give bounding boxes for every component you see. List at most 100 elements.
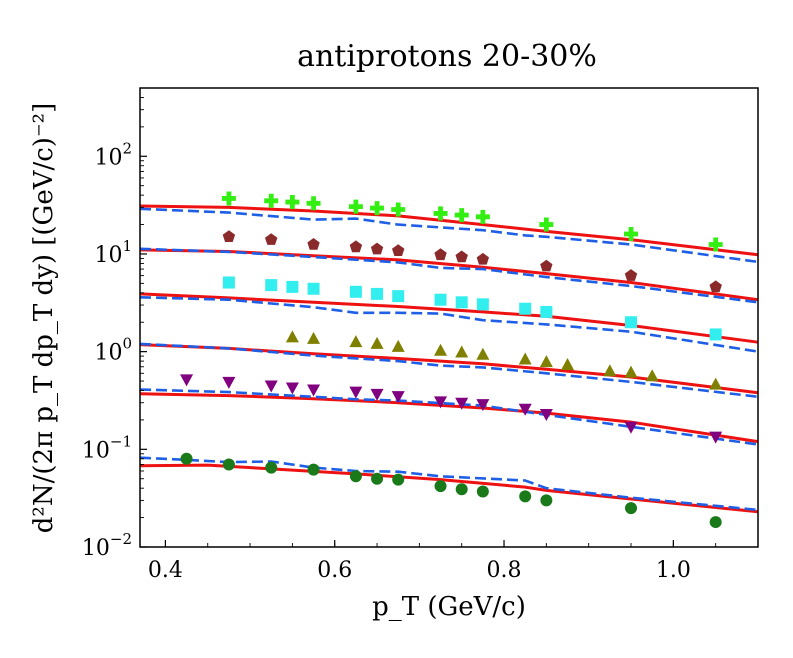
- x-tick-label: 0.4: [148, 558, 183, 583]
- data-point: [455, 250, 468, 263]
- model-curves: [139, 204, 759, 514]
- data-point: [285, 195, 300, 210]
- data-point: [370, 388, 384, 401]
- y-tick-base: 10: [82, 438, 110, 463]
- y-tick-exp: −2: [110, 530, 132, 548]
- data-point: [540, 494, 553, 507]
- data-point: [307, 331, 321, 344]
- y-tick-exp: 2: [122, 139, 132, 157]
- data-point: [180, 452, 193, 465]
- y-tick-base: 10: [94, 145, 122, 170]
- data-point: [307, 282, 320, 295]
- data-point: [306, 196, 321, 211]
- model-dashed-curve: [139, 207, 759, 264]
- data-point: [349, 386, 363, 399]
- data-point: [519, 490, 532, 503]
- data-point: [392, 473, 405, 486]
- data-point: [286, 280, 299, 293]
- data-point: [709, 377, 723, 390]
- data-point: [519, 302, 532, 315]
- y-tick-exp: −1: [110, 432, 132, 450]
- data-point: [561, 357, 575, 370]
- data-point: [455, 345, 469, 358]
- model-solid-curve: [139, 392, 759, 444]
- data-point: [624, 227, 639, 242]
- data-point: [349, 285, 362, 298]
- data-point: [603, 364, 617, 377]
- model-dashed-curve: [139, 388, 759, 446]
- model-solid-curve: [139, 292, 759, 344]
- data-point: [624, 421, 638, 434]
- model-dashed-curve: [139, 342, 759, 399]
- data-point: [455, 483, 468, 496]
- x-axis-label: p_T (GeV/c): [372, 592, 526, 622]
- data-point: [307, 238, 320, 250]
- y-tick-label: 102: [94, 139, 132, 170]
- data-point: [455, 397, 469, 410]
- data-point: [454, 208, 469, 223]
- model-dashed-curve: [139, 247, 759, 304]
- data-point: [709, 280, 722, 293]
- data-point: [539, 408, 553, 421]
- x-tick-label: 0.8: [487, 558, 522, 583]
- data-point: [455, 296, 468, 309]
- y-tick-label: 10−2: [82, 530, 132, 561]
- y-tick-base: 10: [94, 341, 122, 366]
- data-point: [540, 305, 553, 318]
- chart-title: antiprotons 20-30%: [297, 39, 597, 74]
- data-point: [264, 380, 278, 393]
- data-point: [180, 374, 194, 387]
- y-tick-exp: 0: [122, 335, 132, 353]
- data-point: [349, 335, 363, 348]
- data-point: [625, 316, 638, 329]
- data-point: [285, 330, 299, 343]
- data-point: [539, 355, 553, 368]
- y-tick-base: 10: [82, 536, 110, 561]
- model-solid-curve: [139, 463, 759, 514]
- model-dashed-curve: [139, 296, 759, 353]
- data-point: [391, 391, 405, 404]
- data-point: [476, 298, 489, 311]
- data-point: [349, 240, 363, 253]
- data-point: [307, 384, 321, 397]
- data-point: [475, 209, 490, 224]
- data-point: [391, 339, 405, 352]
- data-point: [392, 244, 405, 256]
- data-point: [540, 259, 553, 272]
- y-tick-label: 101: [94, 237, 132, 268]
- data-point: [539, 217, 554, 232]
- data-points: [180, 191, 723, 529]
- data-point: [625, 502, 638, 515]
- data-point: [518, 403, 532, 416]
- data-point: [476, 347, 490, 360]
- data-point: [709, 431, 723, 444]
- data-point: [221, 191, 236, 206]
- model-solid-curve: [139, 343, 759, 395]
- data-point: [265, 279, 278, 292]
- x-tick-label: 1.0: [656, 558, 691, 583]
- data-point: [708, 237, 723, 252]
- data-point: [709, 328, 722, 341]
- y-tick-base: 10: [94, 243, 122, 268]
- data-point: [391, 202, 406, 217]
- data-point: [434, 248, 447, 261]
- data-point: [518, 352, 532, 365]
- data-point: [285, 382, 299, 395]
- y-tick-label: 10−1: [82, 432, 132, 463]
- data-point: [476, 399, 490, 412]
- data-point: [222, 230, 236, 242]
- y-axis-label: d²N/(2π p_T dp_T dy) [(GeV/c)⁻²]: [29, 103, 59, 533]
- data-point: [434, 396, 448, 409]
- data-point: [222, 276, 235, 289]
- data-point: [370, 336, 384, 349]
- x-tick-label: 0.6: [317, 558, 352, 583]
- model-dashed-curve: [139, 456, 759, 512]
- data-point: [709, 516, 722, 529]
- y-tick-exp: 1: [122, 237, 132, 255]
- data-point: [434, 480, 447, 493]
- y-tick-label: 100: [94, 335, 132, 366]
- data-point: [476, 252, 489, 265]
- x-axis: 0.4 0.6 0.8 1.0: [148, 540, 759, 583]
